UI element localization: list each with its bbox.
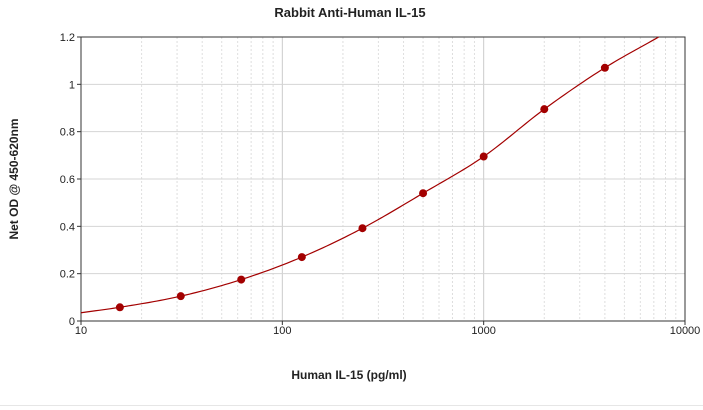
grid: [80, 36, 685, 322]
y-tick-label: 0.2: [60, 269, 75, 281]
y-tick-label: 0.4: [60, 221, 75, 233]
y-tick-label: 0.6: [60, 174, 75, 186]
x-tick-label: 100: [273, 325, 291, 337]
x-tick-label: 10000: [670, 325, 701, 337]
data-point: [115, 303, 124, 312]
data-point: [237, 275, 246, 284]
data-point: [540, 105, 549, 114]
data-point: [297, 253, 306, 262]
y-tick-label: 1.2: [60, 32, 75, 44]
x-tick-label: 1000: [471, 325, 495, 337]
data-point: [419, 189, 428, 198]
x-tick-label: 10: [75, 325, 87, 337]
fit-curve: [80, 36, 659, 314]
y-axis-label: Net OD @ 450-620nm: [7, 118, 21, 239]
data-point: [358, 224, 367, 233]
axes: [77, 36, 686, 325]
data-points: [115, 63, 609, 312]
data-point: [479, 152, 488, 161]
x-axis-label: Human IL-15 (pg/ml): [291, 368, 406, 382]
y-tick-label: 1: [69, 79, 75, 91]
tick-labels: 0 0.2 0.4 0.6 0.8 1 1.2 10 100 1000 10000: [60, 32, 701, 337]
data-point: [600, 63, 609, 72]
data-point: [176, 292, 185, 301]
y-tick-label: 0: [69, 316, 75, 328]
bottom-divider: [0, 405, 703, 406]
y-tick-label: 0.8: [60, 127, 75, 139]
fit-curve-group: [80, 36, 659, 314]
chart-title: Rabbit Anti-Human IL-15: [274, 5, 425, 20]
